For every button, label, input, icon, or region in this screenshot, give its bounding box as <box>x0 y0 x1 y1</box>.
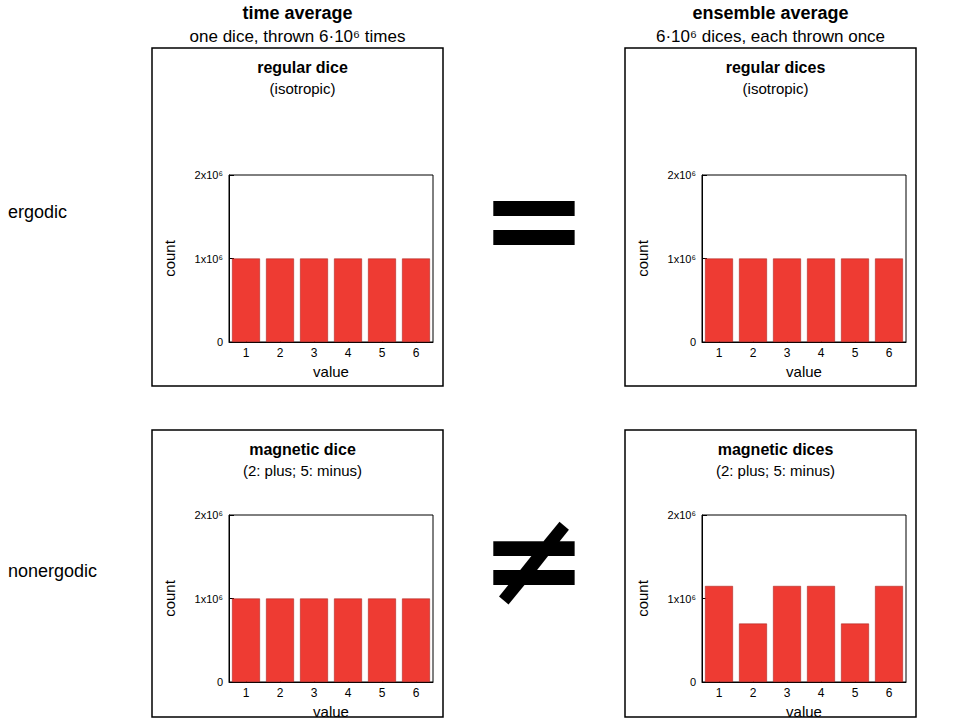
svg-text:value: value <box>786 363 822 380</box>
svg-text:0: 0 <box>217 676 223 688</box>
svg-text:=: = <box>480 143 589 295</box>
svg-text:regular dices: regular dices <box>726 59 826 76</box>
svg-text:count: count <box>161 579 178 617</box>
svg-text:(2: plus; 5: minus): (2: plus; 5: minus) <box>716 462 835 479</box>
svg-text:ensemble average: ensemble average <box>692 3 848 23</box>
svg-text:4: 4 <box>345 346 352 360</box>
svg-text:0: 0 <box>690 336 696 348</box>
svg-text:5: 5 <box>379 346 386 360</box>
svg-text:4: 4 <box>818 346 825 360</box>
svg-text:2: 2 <box>277 686 284 700</box>
svg-text:3: 3 <box>784 346 791 360</box>
svg-text:0: 0 <box>690 676 696 688</box>
svg-text:5: 5 <box>852 346 859 360</box>
svg-text:magnetic dice: magnetic dice <box>249 441 356 458</box>
svg-text:3: 3 <box>311 686 318 700</box>
svg-text:2: 2 <box>750 346 757 360</box>
svg-text:value: value <box>313 703 349 720</box>
svg-text:1: 1 <box>716 686 723 700</box>
svg-text:magnetic dices: magnetic dices <box>718 441 834 458</box>
svg-text:1: 1 <box>243 346 250 360</box>
svg-text:ergodic: ergodic <box>8 202 67 222</box>
svg-text:0: 0 <box>217 336 223 348</box>
svg-text:6: 6 <box>886 686 893 700</box>
svg-text:1x10⁶: 1x10⁶ <box>668 593 696 605</box>
svg-text:one dice, thrown 6·10⁶ times: one dice, thrown 6·10⁶ times <box>190 27 406 46</box>
svg-text:6: 6 <box>413 686 420 700</box>
svg-text:1x10⁶: 1x10⁶ <box>195 593 223 605</box>
svg-text:count: count <box>634 579 651 617</box>
svg-text:1x10⁶: 1x10⁶ <box>668 253 696 265</box>
svg-text:(isotropic): (isotropic) <box>270 80 336 97</box>
svg-text:time average: time average <box>242 3 352 23</box>
svg-text:1: 1 <box>716 346 723 360</box>
svg-text:4: 4 <box>345 686 352 700</box>
svg-text:6: 6 <box>886 346 893 360</box>
svg-text:2x10⁶: 2x10⁶ <box>195 509 223 521</box>
svg-text:3: 3 <box>311 346 318 360</box>
svg-text:2x10⁶: 2x10⁶ <box>668 169 696 181</box>
svg-text:4: 4 <box>818 686 825 700</box>
svg-text:count: count <box>161 239 178 277</box>
svg-text:(isotropic): (isotropic) <box>743 80 809 97</box>
svg-text:6·10⁶ dices, each thrown once: 6·10⁶ dices, each thrown once <box>656 27 885 46</box>
svg-text:regular dice: regular dice <box>257 59 348 76</box>
svg-text:5: 5 <box>852 686 859 700</box>
svg-text:3: 3 <box>784 686 791 700</box>
svg-text:≠: ≠ <box>480 483 589 635</box>
svg-text:1: 1 <box>243 686 250 700</box>
svg-text:2: 2 <box>750 686 757 700</box>
svg-text:value: value <box>313 363 349 380</box>
svg-text:count: count <box>634 239 651 277</box>
svg-text:2: 2 <box>277 346 284 360</box>
svg-text:2x10⁶: 2x10⁶ <box>668 509 696 521</box>
svg-text:(2: plus; 5: minus): (2: plus; 5: minus) <box>243 462 362 479</box>
svg-text:2x10⁶: 2x10⁶ <box>195 169 223 181</box>
svg-text:5: 5 <box>379 686 386 700</box>
svg-text:nonergodic: nonergodic <box>8 561 97 581</box>
svg-text:6: 6 <box>413 346 420 360</box>
svg-text:value: value <box>786 703 822 720</box>
svg-text:1x10⁶: 1x10⁶ <box>195 253 223 265</box>
